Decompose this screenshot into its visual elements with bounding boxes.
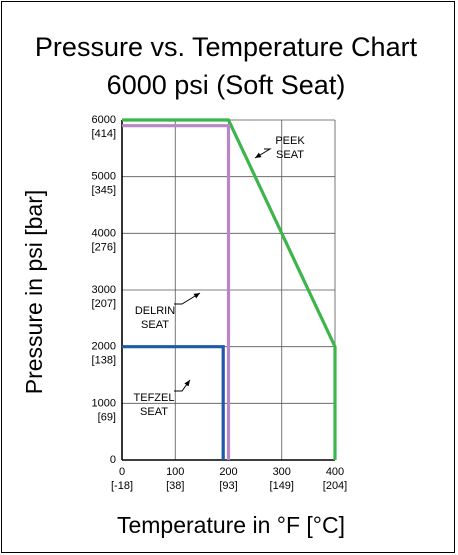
annotation-tefzel-line-0: TEFZEL: [134, 392, 175, 404]
chart-subtitle: 6000 psi (Soft Seat): [107, 70, 346, 100]
annotation-peek-line-0: PEEK: [275, 135, 305, 147]
y-tick-label-2: 2000: [92, 341, 116, 353]
x-tick-sublabel-3: [149]: [270, 480, 294, 492]
x-tick-label-2: 200: [219, 466, 237, 478]
y-tick-sublabel-2: [138]: [92, 355, 116, 367]
y-tick-label-5: 5000: [92, 171, 116, 183]
annotation-leader-delrin: [174, 292, 201, 305]
y-tick-label-0: 0: [110, 454, 116, 466]
annotation-arrowhead-peek: [255, 152, 262, 158]
series-lines: [122, 118, 337, 460]
annotation-peek-line-1: SEAT: [276, 149, 304, 161]
y-axis-title: Pressure in psi [bar]: [21, 190, 47, 395]
annotation-arrowhead-tefzel: [184, 380, 190, 387]
x-tick-sublabel-1: [38]: [166, 480, 184, 492]
y-tick-sublabel-1: [69]: [98, 411, 116, 423]
x-tick-sublabel-4: [204]: [323, 480, 347, 492]
series-line-delrin: [122, 124, 231, 460]
x-tick-label-1: 100: [166, 466, 184, 478]
x-tick-sublabel-0: [-18]: [111, 480, 133, 492]
y-tick-label-4: 4000: [92, 227, 116, 239]
y-tick-labels: 0 1000 [69] 2000 [138] 3000 [207] 4000 [276] 5000…: [92, 114, 116, 466]
y-tick-label-6: 6000: [92, 114, 116, 126]
series-line-peek: [122, 118, 337, 460]
y-tick-sublabel-6: [414]: [92, 128, 116, 140]
x-tick-label-0: 0: [119, 466, 125, 478]
annotation-tefzel-line-1: SEAT: [140, 406, 168, 418]
x-tick-labels: 0 [-18] 100 [38] 200 [93] 300 [149] 400 [204]: [111, 466, 347, 492]
y-tick-sublabel-4: [276]: [92, 241, 116, 253]
y-tick-sublabel-5: [345]: [92, 185, 116, 197]
y-tick-sublabel-3: [207]: [92, 298, 116, 310]
annotation-arrowhead-delrin: [193, 293, 200, 299]
annotation-delrin-line-1: SEAT: [141, 319, 169, 331]
series-annotations: PEEK SEAT DELRIN SEAT TEFZEL SEAT: [134, 135, 306, 418]
x-axis-title: Temperature in °F [°C]: [117, 512, 345, 538]
x-tick-label-4: 400: [326, 466, 344, 478]
chart-title: Pressure vs. Temperature Chart: [35, 32, 418, 62]
x-tick-sublabel-2: [93]: [219, 480, 237, 492]
x-tick-label-3: 300: [273, 466, 291, 478]
y-tick-label-3: 3000: [92, 284, 116, 296]
y-tick-label-1: 1000: [92, 397, 116, 409]
series-line-tefzel: [122, 345, 225, 460]
annotation-delrin-line-0: DELRIN: [135, 305, 175, 317]
